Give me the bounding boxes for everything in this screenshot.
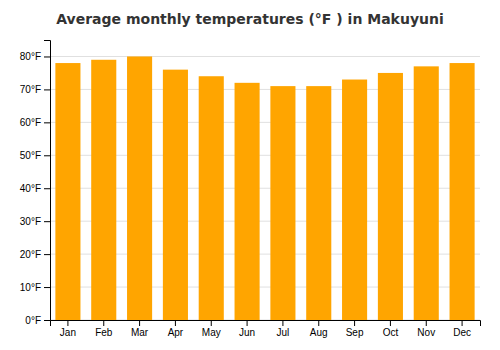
x-tick-label: Nov: [417, 327, 435, 338]
y-tick: 50°F: [20, 150, 50, 161]
y-tick: 0°F: [25, 315, 50, 326]
y-tick-label: 60°F: [20, 117, 41, 128]
x-tick-mark: [103, 320, 104, 326]
x-tick: Nov: [417, 320, 435, 338]
x-tick-mark: [139, 320, 140, 326]
x-tick-mark: [67, 320, 68, 326]
y-tick-mark: [44, 221, 50, 222]
grid: [50, 56, 480, 320]
x-tick-label: Jan: [60, 327, 76, 338]
x-tick: Apr: [168, 320, 184, 338]
x-tick-mark: [462, 320, 463, 326]
y-tick-label: 30°F: [20, 216, 41, 227]
y-tick-label: 0°F: [25, 315, 41, 326]
x-tick-label: Oct: [383, 327, 399, 338]
chart: Jan Feb Mar Apr May Jun Jul Aug Sep Oct Nov Dec 0°F 1…: [0, 0, 500, 350]
y-tick-label: 10°F: [20, 282, 41, 293]
x-tick-label: Mar: [131, 327, 149, 338]
x-axis: Jan Feb Mar Apr May Jun Jul Aug Sep Oct Nov Dec: [51, 320, 481, 338]
y-tick-mark: [44, 188, 50, 189]
y-tick-mark: [44, 320, 50, 321]
grid-line: [50, 56, 480, 57]
x-tick-mark: [318, 320, 319, 326]
y-tick-mark: [44, 122, 50, 123]
y-tick: 20°F: [20, 249, 50, 260]
bar: [235, 83, 260, 320]
bars: [55, 56, 474, 320]
x-tick-mark: [390, 320, 391, 326]
x-tick: Mar: [131, 320, 149, 338]
x-tick: Jan: [60, 320, 76, 338]
x-tick-mark: [247, 320, 248, 326]
y-tick: 40°F: [20, 183, 50, 194]
y-tick-label: 70°F: [20, 84, 41, 95]
plot: Jan Feb Mar Apr May Jun Jul Aug Sep Oct Nov Dec 0°F 1…: [20, 41, 481, 339]
bar: [91, 60, 116, 320]
title: Average monthly temperatures (°F ) in Ma…: [56, 11, 444, 27]
bar: [163, 70, 188, 320]
bar: [378, 73, 403, 320]
y-tick-mark: [44, 56, 50, 57]
bar: [414, 66, 439, 320]
y-axis: 0°F 10°F 20°F 30°F 40°F 50°F 60°F 70°F 80°F: [20, 41, 51, 326]
x-tick-mark: [282, 320, 283, 326]
y-tick-mark: [44, 287, 50, 288]
y-tick: 60°F: [20, 117, 50, 128]
x-tick: Dec: [453, 320, 471, 338]
y-tick: 30°F: [20, 216, 50, 227]
bar: [270, 86, 295, 320]
x-tick: Oct: [383, 320, 399, 338]
y-tick-label: 40°F: [20, 183, 41, 194]
x-tick-mark: [354, 320, 355, 326]
x-tick-label: Apr: [168, 327, 184, 338]
bar: [55, 63, 80, 320]
x-tick-mark: [211, 320, 212, 326]
x-tick-label: Feb: [95, 327, 113, 338]
x-tick: Aug: [310, 320, 328, 338]
bar: [450, 63, 475, 320]
x-tick-label: Sep: [346, 327, 364, 338]
x-axis-line: [51, 321, 481, 327]
x-tick-label: Dec: [453, 327, 471, 338]
x-tick-label: May: [202, 327, 221, 338]
x-tick-label: Jul: [277, 327, 290, 338]
x-tick-label: Jun: [239, 327, 255, 338]
y-tick-mark: [44, 89, 50, 90]
y-tick-label: 20°F: [20, 249, 41, 260]
x-tick-mark: [175, 320, 176, 326]
bar: [127, 56, 152, 320]
x-tick: May: [202, 320, 221, 338]
x-tick: Jul: [277, 320, 290, 338]
bar: [199, 76, 224, 320]
x-tick: Jun: [239, 320, 255, 338]
y-tick: 10°F: [20, 282, 50, 293]
x-tick: Feb: [95, 320, 113, 338]
y-tick-mark: [44, 254, 50, 255]
y-tick: 70°F: [20, 84, 50, 95]
x-tick-mark: [426, 320, 427, 326]
y-tick-mark: [44, 155, 50, 156]
y-tick: 80°F: [20, 51, 50, 62]
bar: [306, 86, 331, 320]
x-tick-label: Aug: [310, 327, 328, 338]
bar: [342, 80, 367, 320]
y-axis-line: [44, 41, 51, 321]
y-tick-label: 80°F: [20, 51, 41, 62]
y-tick-label: 50°F: [20, 150, 41, 161]
x-tick: Sep: [346, 320, 364, 338]
